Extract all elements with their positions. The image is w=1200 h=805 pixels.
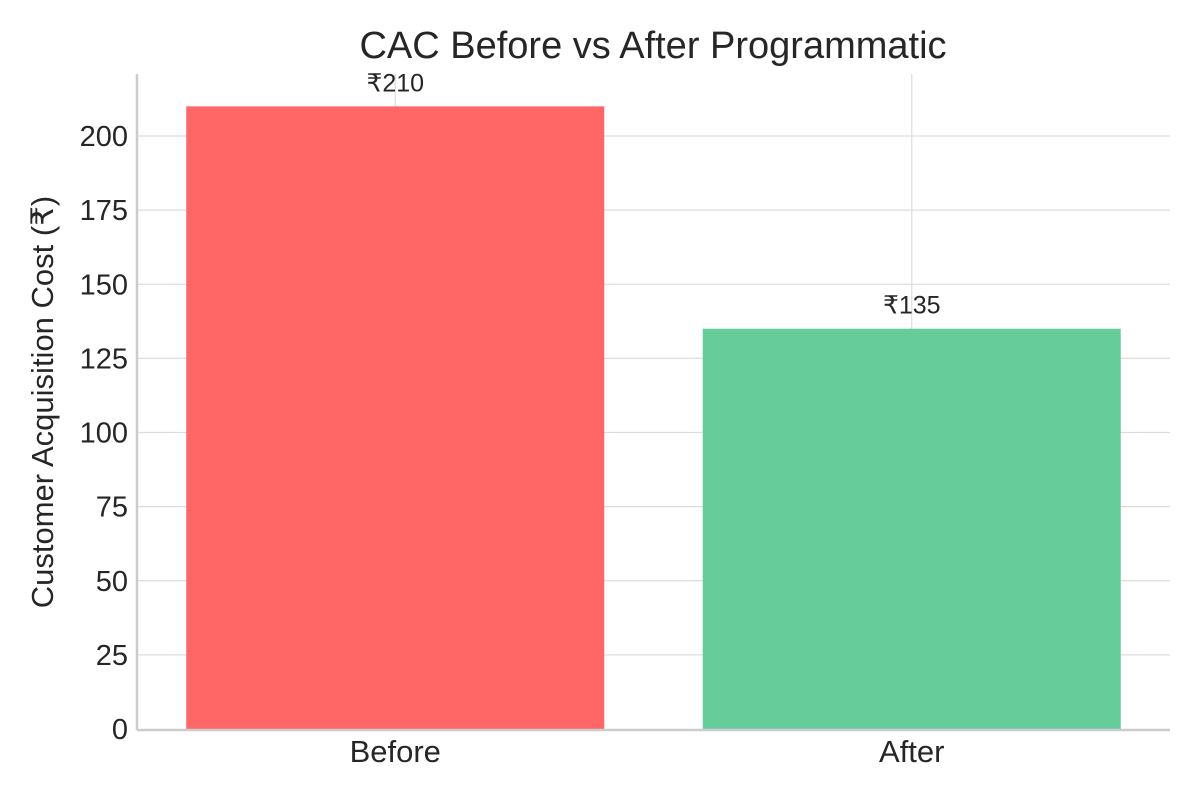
bar-after — [702, 328, 1121, 729]
x-tick-label: After — [879, 734, 944, 769]
y-tick-label: 100 — [80, 418, 128, 450]
bar-value-label: ₹210 — [366, 69, 424, 97]
y-tick-label: 175 — [80, 195, 128, 227]
chart-title: CAC Before vs After Programmatic — [359, 25, 946, 67]
y-tick-label: 0 — [112, 714, 128, 746]
y-axis-label: Customer Acquisition Cost (₹) — [25, 196, 60, 609]
y-tick-label: 25 — [96, 640, 128, 672]
y-tick-label: 200 — [80, 121, 128, 153]
y-tick-label: 125 — [80, 343, 128, 375]
bar-value-label: ₹135 — [883, 292, 941, 320]
bar-before — [186, 106, 605, 730]
y-tick-label: 75 — [96, 492, 128, 524]
y-tick-label: 150 — [80, 269, 128, 301]
x-tick-label: Before — [350, 734, 441, 769]
y-tick-label: 50 — [96, 566, 128, 598]
